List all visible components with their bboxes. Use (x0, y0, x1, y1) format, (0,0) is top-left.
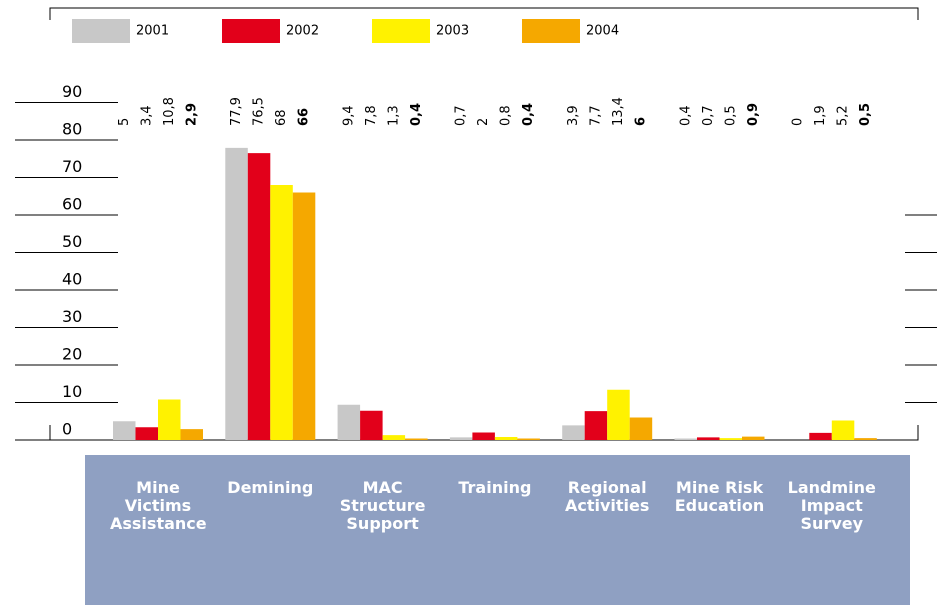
bar (449, 437, 473, 440)
value-label: 10,8 (162, 97, 177, 126)
bar (292, 192, 316, 440)
value-label: 3,9 (566, 105, 581, 126)
value-label: 0,5 (858, 103, 873, 126)
value-label: 0,4 (409, 103, 424, 126)
bar (405, 438, 428, 440)
value-label: 5 (117, 118, 132, 126)
bar (831, 420, 855, 440)
bar (562, 425, 585, 440)
category-label: MAC Structure Support (339, 478, 426, 533)
value-label: 7,7 (588, 105, 603, 126)
category-label: Mine Victims Assistance (110, 478, 207, 533)
value-label: 0,4 (521, 103, 536, 126)
value-label: 0,7 (454, 105, 469, 126)
bar (674, 438, 697, 440)
value-label: 66 (297, 108, 312, 126)
legend-label: 2002 (286, 24, 319, 39)
value-label: 1,3 (386, 105, 401, 126)
value-label: 3,4 (139, 105, 154, 126)
y-tick-label: 20 (62, 345, 82, 364)
category-label: Regional Activities (564, 478, 650, 515)
bar (135, 427, 158, 440)
legend-swatch (372, 19, 430, 43)
legend-swatch (222, 19, 280, 43)
bar (809, 432, 832, 440)
value-label: 1,9 (813, 105, 828, 126)
value-label: 77,9 (229, 97, 244, 126)
value-label: 5,2 (836, 105, 851, 126)
y-tick-label: 50 (62, 232, 82, 251)
y-tick-label: 10 (62, 382, 82, 401)
value-label: 0,7 (701, 105, 716, 126)
bar (337, 404, 361, 440)
value-label: 0,5 (723, 105, 738, 126)
value-label: 2 (476, 118, 491, 126)
y-tick-label: 90 (62, 82, 82, 101)
bar (607, 389, 630, 440)
value-label: 13,4 (611, 97, 626, 126)
bar (158, 399, 181, 440)
bar (854, 438, 877, 440)
legend-label: 2001 (136, 24, 169, 39)
value-label: 7,8 (364, 105, 379, 126)
bar (180, 429, 203, 440)
legend-swatch (522, 19, 580, 43)
value-label: 9,4 (341, 105, 356, 126)
value-label: 2,9 (184, 103, 199, 126)
bar (360, 410, 383, 440)
bar (113, 421, 136, 440)
bar (225, 147, 248, 440)
bar (494, 437, 518, 440)
bar (697, 437, 720, 440)
bar (270, 185, 293, 440)
bar (584, 411, 608, 440)
value-label: 68 (274, 109, 289, 126)
category-label: Demining (227, 478, 314, 497)
y-tick-label: 0 (62, 420, 72, 439)
legend-swatch (72, 19, 130, 43)
legend-label: 2003 (436, 24, 469, 39)
value-label: 0,4 (678, 105, 693, 126)
bar (719, 438, 742, 440)
y-tick-label: 70 (62, 157, 82, 176)
y-tick-label: 80 (62, 120, 82, 139)
top-frame (49, 7, 919, 20)
value-label: 6 (633, 117, 648, 126)
y-tick-label: 40 (62, 270, 82, 289)
value-label: 0,8 (499, 105, 514, 126)
category-label: Landmine Impact Survey (787, 478, 876, 533)
category-panel: Mine Victims Assistance Demining MAC Struc… (85, 455, 910, 605)
bar (629, 417, 653, 440)
value-label: 0,9 (746, 103, 761, 126)
bar (742, 436, 765, 440)
value-label: 0 (791, 118, 806, 126)
legend-label: 2004 (586, 24, 619, 39)
category-label: Training (458, 478, 532, 497)
y-tick-label: 30 (62, 307, 82, 326)
category-label: Mine Risk Education (674, 478, 765, 515)
bar (517, 438, 540, 440)
value-label: 76,5 (252, 97, 267, 126)
bar (472, 432, 495, 440)
y-tick-label: 60 (62, 195, 82, 214)
bar (247, 153, 271, 440)
bar (382, 435, 406, 440)
